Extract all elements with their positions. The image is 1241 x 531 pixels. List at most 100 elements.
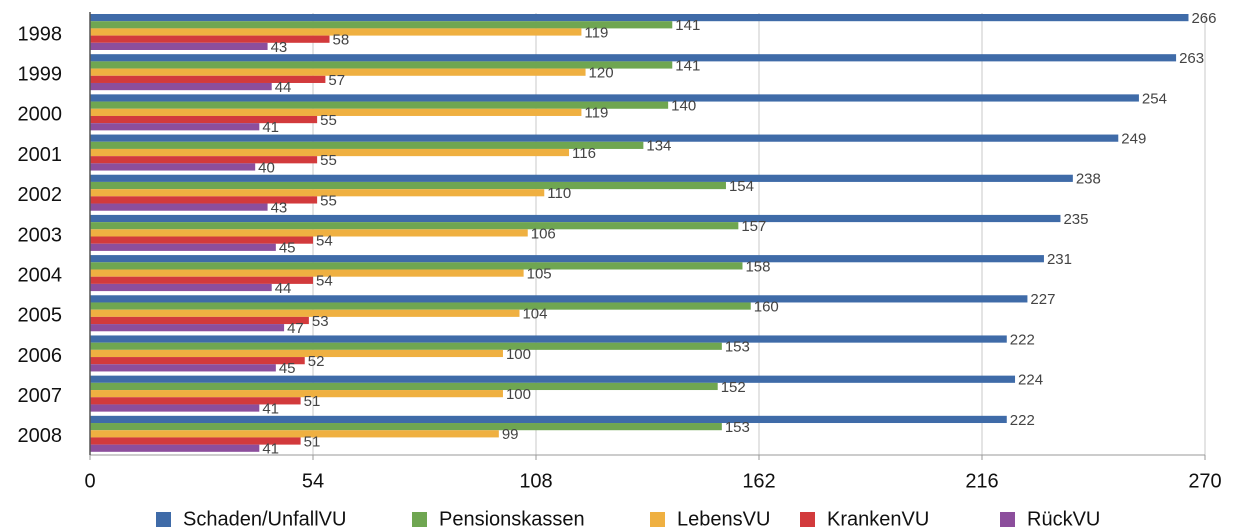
bar [90, 283, 272, 292]
bar [90, 430, 499, 438]
value-label: 119 [584, 24, 608, 41]
bar [90, 342, 722, 350]
value-label: 44 [275, 79, 292, 96]
bar [90, 28, 582, 36]
value-label: 55 [320, 192, 337, 209]
bar [90, 203, 268, 211]
value-label: 99 [502, 426, 519, 443]
legend-label: RückVU [1027, 508, 1100, 530]
legend-label: Schaden/UnfallVU [183, 508, 346, 530]
bar [90, 141, 644, 149]
value-label: 160 [754, 298, 779, 315]
value-label: 263 [1179, 50, 1204, 67]
bar [90, 262, 743, 270]
bar [90, 189, 545, 197]
bar [90, 324, 285, 332]
y-tick-label: 2002 [18, 184, 63, 206]
bar [90, 68, 586, 76]
legend-swatch [156, 512, 171, 527]
bar [90, 423, 722, 431]
legend-label: Pensionskassen [439, 508, 585, 530]
bar [90, 35, 330, 43]
bar [90, 115, 318, 124]
x-tick-label: 162 [742, 470, 775, 492]
legend-label: KrankenVU [827, 508, 929, 530]
bar [90, 94, 1139, 102]
bar [90, 255, 1044, 263]
bar [90, 42, 268, 50]
value-label: 58 [333, 32, 350, 49]
bar [90, 302, 751, 310]
value-label: 45 [279, 360, 296, 377]
y-tick-label: 2007 [18, 385, 63, 407]
value-label: 227 [1030, 291, 1055, 308]
bar [90, 316, 309, 325]
x-tick-label: 270 [1188, 470, 1221, 492]
value-label: 266 [1191, 10, 1216, 27]
bar [90, 163, 256, 171]
value-label: 55 [320, 112, 337, 129]
value-label: 153 [725, 339, 750, 356]
bar [90, 222, 739, 230]
value-label: 158 [745, 258, 770, 275]
bar [90, 101, 669, 109]
bar [90, 397, 301, 405]
legend-swatch [1000, 512, 1015, 527]
bar [90, 196, 318, 204]
y-tick-label: 1999 [18, 64, 63, 86]
value-label: 104 [522, 306, 547, 323]
value-label: 45 [279, 240, 296, 257]
bar [90, 276, 313, 284]
value-label: 40 [258, 159, 275, 176]
y-tick-label: 2003 [18, 224, 63, 246]
bar [90, 21, 673, 29]
value-label: 222 [1010, 412, 1035, 429]
value-label: 51 [304, 433, 321, 450]
value-label: 222 [1010, 331, 1035, 348]
bar [90, 181, 726, 190]
bar [90, 437, 301, 445]
value-label: 238 [1076, 171, 1101, 188]
value-label: 141 [675, 57, 700, 74]
value-label: 224 [1018, 372, 1043, 389]
y-tick-label: 2004 [18, 264, 63, 286]
bar [90, 309, 520, 317]
value-label: 55 [320, 152, 337, 169]
bar [90, 14, 1189, 22]
y-tick-label: 2008 [18, 425, 63, 447]
bar [90, 236, 313, 244]
value-label: 249 [1121, 131, 1146, 148]
value-label: 54 [316, 273, 333, 290]
value-label: 105 [527, 265, 552, 282]
bar [90, 364, 276, 372]
value-label: 152 [721, 379, 746, 396]
x-tick-label: 0 [84, 470, 95, 492]
bar [90, 54, 1177, 62]
value-label: 52 [308, 353, 325, 370]
bar [90, 61, 673, 69]
value-label: 100 [506, 346, 531, 363]
bar [90, 357, 305, 365]
bar [90, 148, 570, 157]
value-label: 100 [506, 386, 531, 403]
legend-label: LebensVU [677, 508, 770, 530]
bar [90, 404, 260, 412]
value-label: 119 [584, 105, 608, 122]
legend-swatch [412, 512, 427, 527]
bar [90, 229, 528, 237]
bar [90, 75, 326, 83]
value-label: 254 [1142, 90, 1167, 107]
bar [90, 174, 1073, 182]
value-label: 140 [671, 98, 696, 115]
value-label: 43 [271, 199, 288, 216]
legend-swatch [650, 512, 665, 527]
bar [90, 269, 524, 277]
x-tick-label: 54 [302, 470, 324, 492]
y-tick-label: 2001 [18, 144, 63, 166]
legend-swatch [800, 512, 815, 527]
bar [90, 108, 582, 116]
value-label: 153 [725, 419, 750, 436]
x-tick-label: 108 [519, 470, 552, 492]
value-label: 41 [262, 441, 279, 458]
